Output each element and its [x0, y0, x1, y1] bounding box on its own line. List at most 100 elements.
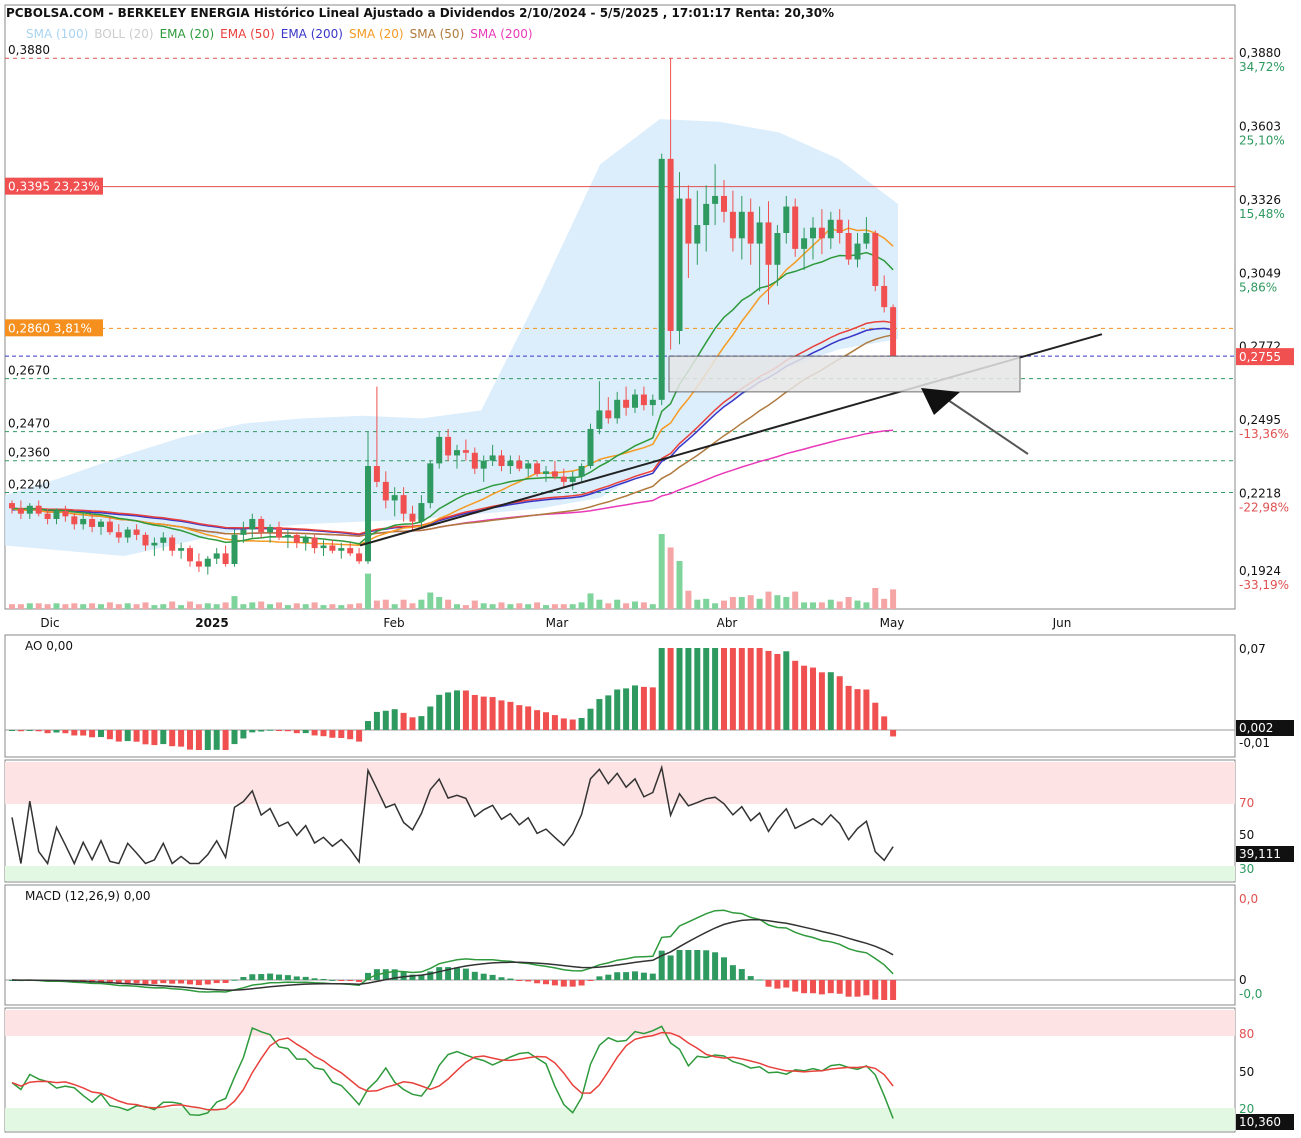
candle-body: [756, 222, 763, 244]
candle-body: [187, 548, 193, 562]
ao-bar: [890, 730, 897, 737]
candle-body: [204, 558, 211, 567]
candle-body: [71, 516, 78, 525]
y-tick-label: -0,01: [1239, 736, 1270, 750]
volume-bar: [311, 602, 318, 609]
volume-bar: [445, 599, 452, 609]
candle-body: [560, 476, 567, 482]
macd-histogram-bar: [462, 968, 469, 980]
macd-histogram-bar: [774, 980, 781, 989]
macd-histogram-bar: [427, 971, 434, 980]
candle-body: [632, 394, 638, 408]
rsi-overbought-zone: [5, 762, 1235, 804]
ao-bar: [62, 730, 69, 734]
candle-body: [703, 203, 710, 226]
volume-bar: [845, 597, 852, 609]
candle-body: [694, 225, 701, 244]
candle-body: [471, 452, 478, 469]
volume-bar: [347, 604, 354, 609]
ao-bar: [471, 694, 478, 730]
ao-bar: [721, 648, 727, 730]
macd-histogram-bar: [409, 974, 416, 980]
ao-bar: [801, 665, 808, 730]
candle-body: [445, 436, 452, 456]
candle-body: [489, 455, 496, 461]
candle-body: [151, 542, 158, 546]
ao-bar: [596, 699, 603, 730]
volume-bar: [872, 588, 879, 609]
volume-bar: [738, 597, 745, 609]
candle-body: [498, 455, 505, 467]
volume-bar: [258, 601, 265, 609]
candle-body: [881, 285, 888, 308]
candle-body: [26, 505, 33, 514]
macd-histogram-bar: [729, 965, 736, 980]
macd-histogram-bar: [827, 980, 834, 994]
volume-bar: [694, 599, 701, 609]
x-tick-label: 2025: [195, 616, 228, 630]
ao-bar: [738, 648, 745, 730]
candle-body: [658, 158, 665, 400]
candle-body: [454, 450, 460, 456]
level-label: 0,2470: [8, 417, 50, 431]
candle-body: [792, 206, 799, 249]
candle-body: [80, 518, 87, 525]
candle-body: [676, 198, 683, 331]
ao-bar: [418, 716, 425, 730]
ao-bar: [302, 730, 309, 734]
candle-body: [872, 233, 879, 286]
macd-histogram-bar: [98, 980, 104, 983]
level-label: 0,3880: [8, 43, 50, 57]
volume-bar: [133, 604, 140, 609]
candle-body: [783, 206, 790, 233]
ao-bar: [685, 648, 692, 730]
candle-body: [605, 410, 612, 419]
ao-bar: [587, 708, 594, 730]
candle-body: [409, 513, 416, 522]
volume-bar: [454, 604, 460, 609]
y-tick-label: 0,0: [1239, 892, 1258, 906]
ao-bar: [462, 690, 469, 730]
y-tick-pct: -13,36%: [1239, 427, 1289, 441]
volume-bar: [881, 598, 888, 609]
volume-bar: [436, 597, 443, 609]
volume-bar: [71, 603, 78, 609]
ao-bar: [845, 685, 852, 730]
volume-bar: [222, 602, 229, 609]
candle-body: [124, 529, 131, 538]
ao-bar: [347, 730, 354, 740]
volume-bar: [836, 601, 843, 609]
last-value-badge: [1236, 846, 1294, 862]
ao-bar: [881, 716, 888, 730]
volume-bar: [365, 573, 371, 609]
macd-histogram-bar: [810, 980, 816, 994]
macd-histogram-bar: [881, 980, 888, 1000]
ao-bar: [204, 730, 211, 750]
candle-body: [623, 399, 630, 408]
macd-histogram-bar: [792, 980, 799, 992]
volume-bar: [560, 604, 567, 609]
sto-overbought-zone: [5, 1010, 1235, 1036]
ao-bar: [525, 706, 532, 730]
ao-bar: [765, 650, 772, 730]
volume-bar: [525, 604, 532, 609]
legend-item: SMA (200): [470, 27, 533, 41]
candle-body: [249, 518, 256, 530]
ao-bar: [44, 730, 51, 734]
ao-bar: [231, 730, 238, 745]
volume-bar: [569, 604, 576, 609]
ao-bar: [836, 676, 843, 730]
volume-bar: [293, 603, 300, 609]
y-tick-label: 0,3880: [1239, 46, 1281, 60]
macd-histogram-bar: [356, 980, 363, 982]
macd-histogram-bar: [133, 980, 140, 984]
candle-body: [729, 211, 736, 239]
volume-bar: [320, 605, 327, 609]
volume-bar: [863, 602, 870, 609]
volume-bar: [89, 603, 96, 609]
candle-body: [712, 195, 719, 204]
volume-bar: [195, 604, 202, 609]
macd-histogram-bar: [445, 967, 452, 980]
macd-histogram-bar: [382, 969, 389, 980]
